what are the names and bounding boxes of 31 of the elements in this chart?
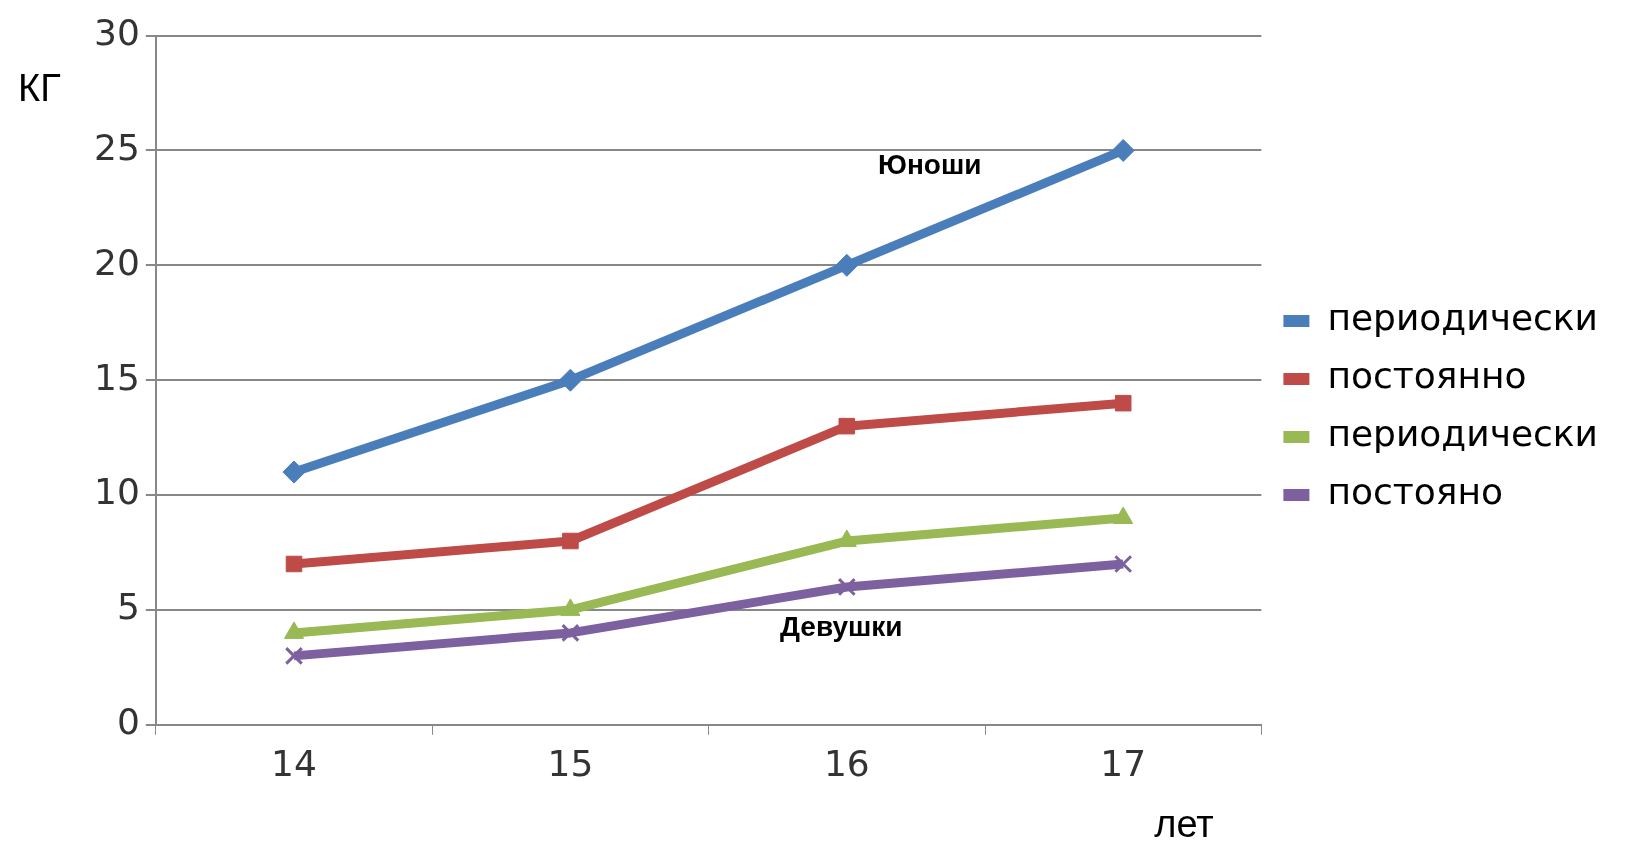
legend-label: постоянно — [1327, 355, 1527, 397]
y-tick-label: 30 — [94, 11, 140, 53]
x-tick-label: 17 — [1100, 742, 1147, 784]
point — [284, 646, 304, 666]
x-axis-title: лет — [1154, 803, 1214, 846]
y-tick-label: 5 — [116, 586, 140, 628]
point — [837, 577, 857, 597]
annotation: Юноши — [878, 149, 982, 181]
y-tick-label: 10 — [94, 471, 140, 513]
point — [282, 460, 306, 484]
point — [838, 417, 856, 435]
point — [835, 253, 859, 277]
legend-label: периодически — [1327, 413, 1599, 455]
y-axis-title: КГ — [18, 67, 61, 110]
x-tick-label: 14 — [271, 742, 317, 784]
y-tick-label: 0 — [116, 701, 140, 743]
point — [1111, 138, 1135, 162]
legend-label: постояно — [1327, 471, 1503, 513]
y-tick-label: 15 — [94, 356, 140, 398]
point — [562, 532, 579, 550]
x-tick-label: 15 — [547, 742, 594, 784]
point — [558, 368, 582, 392]
point — [561, 623, 580, 643]
point — [285, 555, 303, 573]
y-tick-label: 20 — [94, 241, 140, 283]
y-tick-label: 25 — [94, 126, 140, 168]
annotation: Девушки — [780, 611, 903, 643]
point — [1113, 554, 1133, 574]
point — [1114, 394, 1132, 412]
legend-label: периодически — [1327, 297, 1599, 339]
x-tick-label: 16 — [823, 742, 870, 784]
